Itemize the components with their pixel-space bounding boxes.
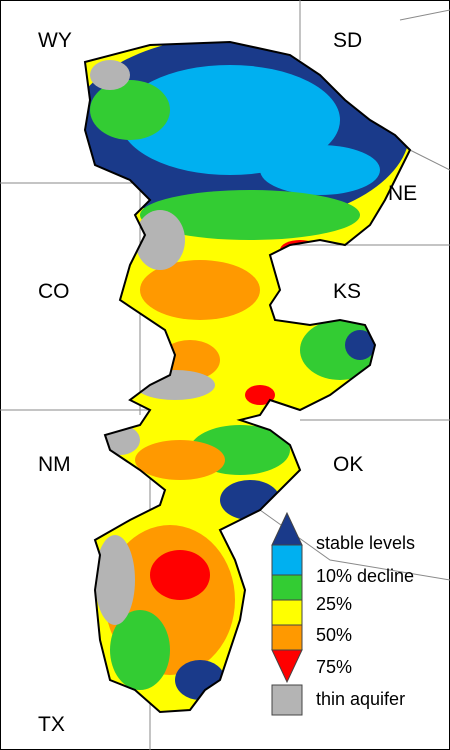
state-label: NE xyxy=(388,182,417,205)
legend-swatch xyxy=(271,684,303,716)
state-label: KS xyxy=(333,280,361,303)
legend-swatch xyxy=(271,649,303,684)
state-label: TX xyxy=(38,713,65,736)
legend-label: 50% xyxy=(316,625,352,645)
legend xyxy=(271,511,303,716)
legend-label: 10% decline xyxy=(316,566,414,586)
legend-swatch xyxy=(271,544,303,576)
state-label: WY xyxy=(38,29,72,52)
legend-swatch xyxy=(271,624,303,651)
legend-swatch xyxy=(271,574,303,601)
legend-label: stable levels xyxy=(316,533,415,553)
labels: WY SD NE CO KS NM OK TX stable levels 10% decline… xyxy=(38,29,417,736)
legend-label: 75% xyxy=(316,657,352,677)
state-label: SD xyxy=(333,29,362,52)
legend-label: thin aquifer xyxy=(316,689,405,709)
state-label: NM xyxy=(38,453,71,476)
state-label: CO xyxy=(38,280,70,303)
legend-label: 25% xyxy=(316,594,352,614)
legend-swatch xyxy=(271,599,303,626)
state-label: OK xyxy=(333,453,363,476)
